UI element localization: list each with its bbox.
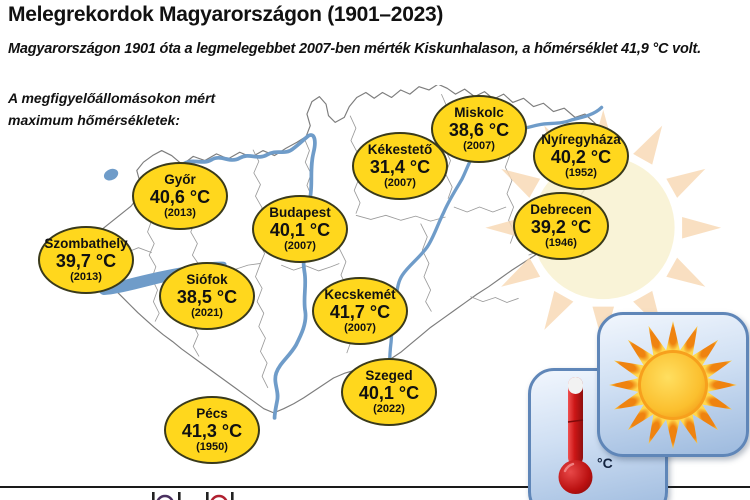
- city-record-year: (2021): [191, 307, 223, 320]
- city-bubble: Siófok 38,5 °C (2021): [159, 262, 255, 330]
- city-name: Miskolc: [454, 104, 504, 120]
- city-bubble: Nyíregyháza 40,2 °C (1952): [533, 122, 629, 190]
- city-temperature: 39,2 °C: [530, 216, 592, 237]
- city-name: Siófok: [186, 271, 228, 287]
- subtitle: Magyarországon 1901 óta a legmelegebbet …: [8, 41, 701, 57]
- city-bubble: Kékestető 31,4 °C (2007): [352, 132, 448, 200]
- page-title: Melegrekordok Magyarországon (1901–2023): [8, 3, 444, 26]
- partial-logo-marks: [152, 492, 234, 500]
- city-name: Szeged: [365, 367, 413, 383]
- partial-logo: [148, 490, 240, 500]
- danube-river: [180, 133, 317, 420]
- celsius-unit-label: °C: [597, 455, 613, 471]
- sun-icon: [609, 321, 737, 449]
- city-name: Nyíregyháza: [541, 131, 621, 147]
- city-temperature: 40,6 °C: [149, 186, 211, 207]
- city-record-year: (2022): [373, 403, 405, 416]
- city-temperature: 41,7 °C: [329, 301, 391, 322]
- city-bubble: Szombathely 39,7 °C (2013): [38, 226, 134, 294]
- city-name: Pécs: [196, 405, 228, 421]
- city-record-year: (1950): [196, 441, 228, 454]
- bottom-divider: [0, 486, 750, 488]
- city-record-year: (2007): [384, 177, 416, 190]
- city-bubble: Debrecen 39,2 °C (1946): [513, 192, 609, 260]
- city-record-year: (2007): [344, 322, 376, 335]
- city-name: Győr: [164, 171, 196, 187]
- city-temperature: 40,1 °C: [358, 382, 420, 403]
- city-name: Debrecen: [530, 201, 592, 217]
- city-temperature: 40,2 °C: [550, 146, 612, 167]
- sun-badge: [597, 312, 749, 457]
- city-temperature: 39,7 °C: [55, 250, 117, 271]
- city-bubble: Budapest 40,1 °C (2007): [252, 195, 348, 263]
- city-record-year: (2007): [463, 140, 495, 153]
- city-record-year: (2013): [70, 271, 102, 284]
- thermometer-icon: [558, 377, 593, 494]
- map-note: A megfigyelőállomásokon mért maximum hőm…: [8, 88, 215, 131]
- city-bubble: Kecskemét 41,7 °C (2007): [312, 277, 408, 345]
- city-bubble: Szeged 40,1 °C (2022): [341, 358, 437, 426]
- city-record-year: (2013): [164, 207, 196, 220]
- city-record-year: (2007): [284, 240, 316, 253]
- city-temperature: 41,3 °C: [181, 420, 243, 441]
- city-bubble: Győr 40,6 °C (2013): [132, 162, 228, 230]
- city-name: Kékestető: [367, 141, 433, 157]
- city-temperature: 38,6 °C: [448, 119, 510, 140]
- city-temperature: 31,4 °C: [369, 156, 431, 177]
- city-record-year: (1952): [565, 167, 597, 180]
- tisza-river: [384, 105, 604, 418]
- lake-ferto: [103, 168, 119, 181]
- city-name: Kecskemét: [324, 286, 396, 302]
- city-temperature: 38,5 °C: [176, 286, 238, 307]
- city-bubble: Miskolc 38,6 °C (2007): [431, 95, 527, 163]
- city-name: Szombathely: [44, 235, 128, 251]
- city-temperature: 40,1 °C: [269, 219, 331, 240]
- city-name: Budapest: [269, 204, 331, 220]
- city-bubble: Pécs 41,3 °C (1950): [164, 396, 260, 464]
- map-note-line1: A megfigyelőállomásokon mért: [8, 90, 216, 106]
- map-note-line2: maximum hőmérsékletek:: [8, 111, 180, 128]
- city-record-year: (1946): [545, 237, 577, 250]
